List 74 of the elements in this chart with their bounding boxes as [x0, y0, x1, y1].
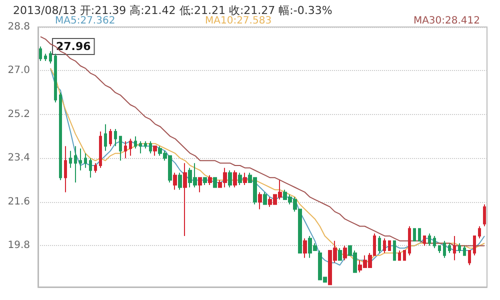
- candlestick: [208, 174, 212, 186]
- y-tick-label: 28.8: [8, 22, 30, 32]
- candlestick: [54, 53, 57, 103]
- candlestick: [74, 146, 77, 184]
- candlestick: [183, 162, 187, 236]
- candlestick: [109, 128, 112, 147]
- candlestick: [213, 177, 217, 188]
- candlestick: [408, 226, 411, 256]
- candlestick: [104, 124, 107, 152]
- candlestick: [84, 152, 87, 168]
- candlestick: [59, 92, 62, 181]
- candlestick: [64, 146, 67, 193]
- candlestick: [263, 192, 267, 205]
- candlestick: [139, 140, 142, 154]
- candlestick: [303, 238, 307, 258]
- candlestick: [203, 177, 207, 186]
- candlestick: [448, 242, 451, 254]
- candlestick: [49, 50, 52, 64]
- line-series: [40, 36, 486, 246]
- text: MA10:27.583: [205, 16, 272, 26]
- candlestick: [483, 204, 486, 227]
- candlestick: [338, 248, 342, 261]
- candlestick: [468, 250, 471, 266]
- y-tick-label: 25.2: [8, 108, 30, 120]
- candlestick: [428, 233, 431, 246]
- candlestick: [228, 170, 232, 188]
- candlestick: [413, 228, 416, 242]
- y-tick-label: 19.8: [8, 240, 30, 252]
- candlestick: [453, 235, 456, 261]
- candlestick: [388, 240, 391, 252]
- candlestick: [458, 242, 461, 254]
- candlestick: [119, 136, 122, 162]
- candlestick: [433, 235, 436, 249]
- candlestick: [149, 140, 152, 154]
- candlestick: [173, 172, 177, 190]
- candlestick: [89, 158, 92, 178]
- y-tick-label: 21.6: [8, 196, 30, 208]
- candlestick: [94, 162, 97, 174]
- candlestick: [343, 245, 347, 261]
- candlestick: [418, 228, 421, 242]
- candlestick: [473, 235, 476, 256]
- candlestick: [124, 140, 127, 159]
- candlestick: [134, 136, 137, 149]
- candlestick: [398, 250, 401, 261]
- candlestick: [383, 238, 386, 254]
- candlestick: [443, 240, 446, 258]
- candlestick: [69, 150, 72, 168]
- candlestick: [423, 235, 426, 246]
- candlestick: [243, 172, 247, 186]
- candlestick: [233, 170, 237, 188]
- candlestick: [114, 128, 117, 147]
- candlestick: [144, 140, 147, 149]
- text: MA5:27.362: [55, 16, 116, 26]
- candlestick: [153, 146, 157, 156]
- candlestick: [258, 192, 262, 210]
- y-tick-label: 27.0: [8, 65, 30, 76]
- candlestick: [39, 46, 42, 62]
- candlestick: [129, 138, 132, 156]
- candlestick: [403, 250, 406, 261]
- chart-title: 2013/08/13 开:21.39 高:21.42 低:21.21 收:21.27 幅:-0.33%: [13, 4, 332, 17]
- annotation: 27.96: [56, 40, 92, 53]
- candlestick: [44, 53, 47, 62]
- candlestick: [378, 235, 381, 254]
- candlestick: [393, 240, 396, 261]
- candlestick: [463, 245, 466, 256]
- candlestick: [178, 172, 182, 190]
- candlestick: [99, 130, 102, 168]
- candlestick: [438, 245, 441, 254]
- candlestick: [238, 172, 242, 186]
- text: MA30:28.412: [413, 16, 480, 26]
- candlestick: [79, 148, 82, 171]
- candlestick: [478, 226, 481, 239]
- candlestick: [198, 177, 202, 193]
- y-tick-label: 23.4: [8, 152, 30, 164]
